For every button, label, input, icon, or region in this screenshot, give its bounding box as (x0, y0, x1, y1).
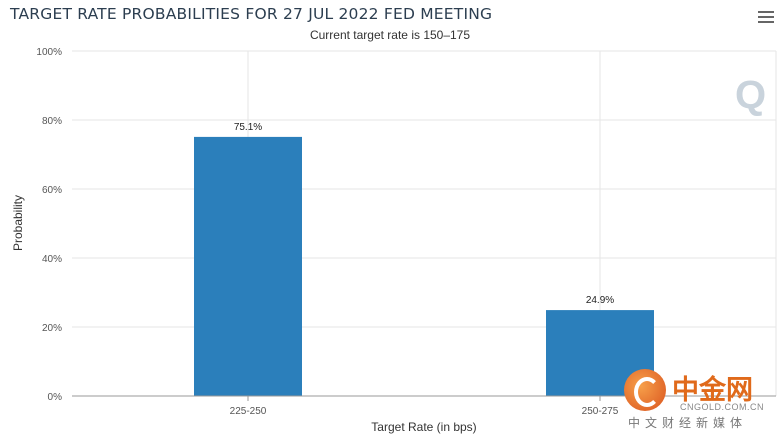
bar-data-label: 75.1% (234, 122, 262, 133)
hamburger-menu-icon[interactable] (758, 11, 774, 25)
chart-title: TARGET RATE PROBABILITIES FOR 27 JUL 202… (10, 5, 493, 23)
bar (194, 136, 302, 396)
y-tick-label: 80% (42, 116, 62, 127)
y-tick-label: 20% (42, 323, 62, 334)
y-axis-ticks: 0% 20% 40% 60% 80% 100% (36, 47, 62, 403)
y-tick-label: 60% (42, 185, 62, 196)
chart-subtitle: Current target rate is 150–175 (309, 28, 471, 42)
x-axis-label: Target Rate (in bps) (371, 420, 476, 434)
watermark-tagline: 中文财经新媒体 (628, 416, 748, 430)
watermark-site-url: CNGOLD.COM.CN (680, 402, 765, 412)
x-tick-label: 250-275 (582, 406, 619, 417)
x-tick-label: 225-250 (230, 406, 267, 417)
y-tick-label: 100% (36, 47, 62, 58)
q-logo-watermark: Q (735, 73, 766, 117)
grid-lines (72, 50, 777, 396)
y-tick-label: 40% (42, 254, 62, 265)
x-axis-ticks: 225-250 250-275 (230, 396, 619, 417)
y-tick-label: 0% (48, 392, 63, 403)
data-labels: 75.1% 24.9% (234, 122, 614, 306)
cngold-logo-icon (624, 369, 666, 411)
y-axis-label: Probability (11, 195, 25, 251)
bars (194, 136, 654, 396)
watermark-site-name: 中金网 (672, 375, 753, 406)
bar-data-label: 24.9% (586, 295, 614, 306)
